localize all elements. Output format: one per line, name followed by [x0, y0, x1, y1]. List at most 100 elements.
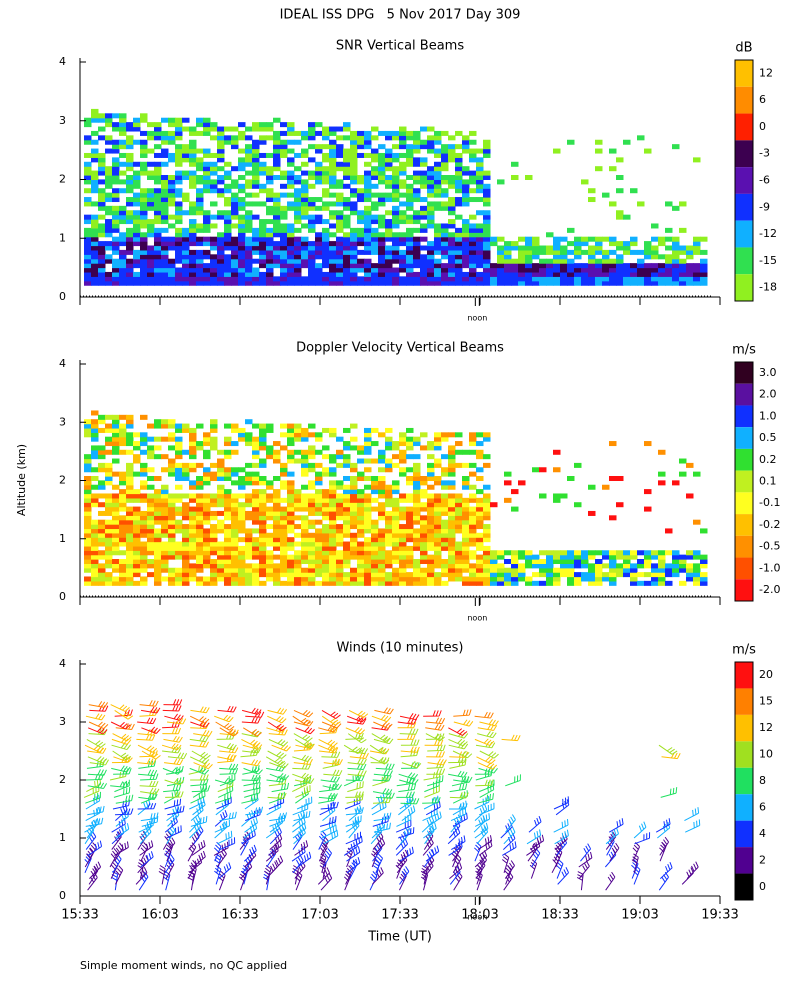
field-cell — [315, 280, 323, 286]
wind-barb — [578, 860, 590, 879]
field-cell — [119, 502, 127, 508]
field-cell — [476, 559, 484, 565]
wind-barb — [84, 818, 99, 833]
field-cell — [259, 276, 267, 282]
field-cell — [329, 537, 337, 543]
field-cell — [245, 254, 253, 260]
wind-barb — [399, 846, 414, 862]
field-cell — [238, 502, 246, 508]
field-cell — [511, 580, 519, 586]
field-cell — [217, 135, 225, 141]
field-cell — [427, 254, 435, 260]
field-cell — [91, 241, 99, 247]
field-cell — [112, 276, 120, 282]
field-cell — [140, 232, 148, 238]
field-cell — [91, 545, 99, 551]
field-cell — [203, 476, 211, 481]
colorbar-label: m/s — [732, 343, 756, 358]
field-cell — [203, 188, 211, 194]
field-cell — [448, 554, 456, 560]
field-cell — [560, 280, 568, 286]
field-cell — [343, 532, 351, 538]
field-cell — [518, 554, 526, 560]
field-cell — [133, 241, 141, 247]
field-cell — [364, 267, 372, 273]
field-cell — [364, 524, 372, 530]
field-cell — [511, 245, 519, 251]
field-cell — [371, 135, 379, 141]
field-cell — [427, 572, 435, 578]
field-cell — [301, 263, 309, 269]
field-cell — [259, 258, 267, 264]
field-cell — [462, 223, 470, 229]
wind-barb — [163, 784, 182, 793]
field-cell — [455, 280, 463, 286]
field-cell — [539, 280, 547, 286]
field-cell — [98, 188, 106, 194]
wind-barb — [269, 773, 290, 781]
field-cell — [483, 436, 491, 442]
field-cell — [84, 117, 92, 123]
field-cell — [224, 436, 232, 442]
field-cell — [364, 510, 372, 516]
field-cell — [161, 510, 169, 516]
field-cell — [133, 506, 141, 512]
wind-barb — [450, 808, 467, 822]
field-cell — [91, 524, 99, 530]
field-cell — [476, 489, 484, 495]
wind-barb — [162, 767, 183, 775]
field-cell — [385, 280, 393, 286]
wind-barb — [265, 756, 286, 766]
field-cell — [189, 205, 197, 211]
field-cell — [427, 205, 435, 211]
field-cell — [224, 214, 232, 220]
field-cell — [539, 267, 547, 273]
field-cell — [119, 576, 127, 582]
field-cell — [427, 139, 435, 145]
field-cell — [455, 157, 463, 163]
field-cell — [189, 436, 197, 442]
field-cell — [175, 528, 183, 534]
field-cell — [630, 280, 638, 286]
wind-barb — [479, 802, 495, 816]
field-cell — [301, 449, 309, 455]
field-cell — [616, 572, 624, 578]
field-cell — [343, 559, 351, 565]
field-cell — [406, 144, 414, 150]
field-cell — [406, 157, 414, 163]
field-cell — [154, 276, 162, 282]
field-cell — [350, 192, 358, 198]
field-cell — [378, 432, 386, 438]
field-cell — [126, 236, 134, 242]
field-cell — [455, 554, 463, 560]
field-cell — [224, 223, 232, 229]
field-cell — [476, 166, 484, 172]
field-cell — [434, 201, 442, 207]
field-cell — [273, 563, 281, 569]
field-cell — [315, 493, 323, 499]
field-cell — [119, 188, 127, 194]
wind-barb — [373, 796, 392, 804]
field-cell — [630, 572, 638, 578]
field-cell — [392, 249, 400, 255]
field-cell — [301, 179, 309, 185]
field-cell — [252, 462, 260, 468]
wind-barb — [114, 842, 124, 862]
wind-barb — [319, 726, 339, 735]
field-cell — [231, 572, 239, 578]
field-cell — [336, 197, 344, 203]
wind-barb — [401, 762, 420, 769]
wind-barb — [503, 832, 516, 850]
field-cell — [350, 227, 358, 233]
field-cell — [84, 166, 92, 172]
field-cell — [434, 462, 442, 468]
field-cell — [399, 497, 407, 503]
field-cell — [434, 192, 442, 198]
field-cell — [483, 139, 491, 145]
field-cell — [567, 139, 575, 145]
field-cell — [147, 476, 155, 481]
field-cell — [140, 480, 148, 486]
field-cell — [140, 192, 148, 198]
field-cell — [455, 175, 463, 180]
field-cell — [427, 497, 435, 503]
